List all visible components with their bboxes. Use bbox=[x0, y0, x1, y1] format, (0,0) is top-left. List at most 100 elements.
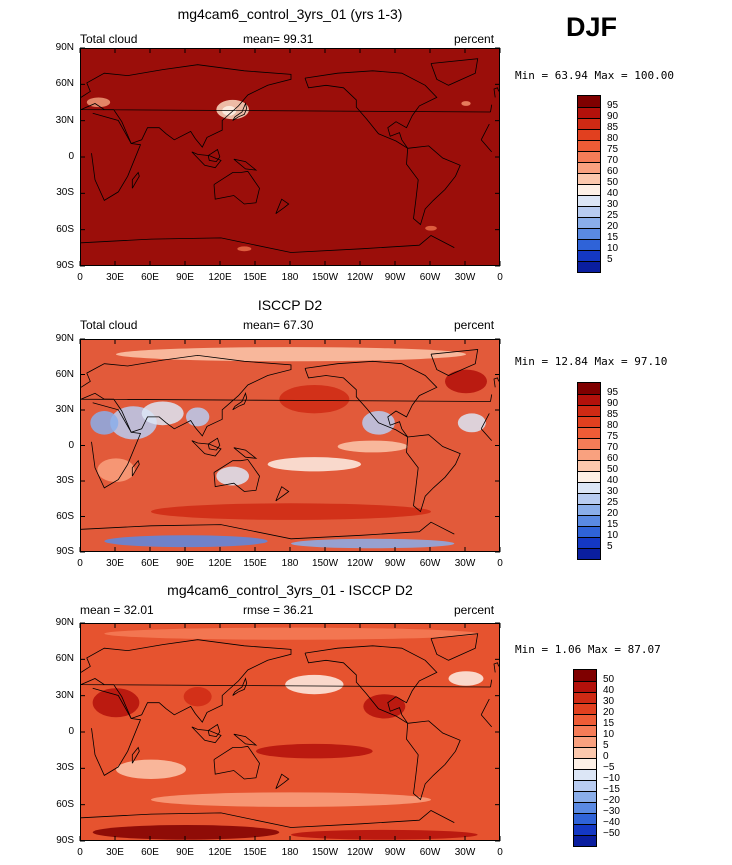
colorbar-swatch bbox=[574, 791, 596, 802]
field-contour bbox=[448, 671, 484, 686]
panel-right-label: percent bbox=[454, 318, 495, 332]
field-contour bbox=[92, 825, 280, 840]
colorbar-label: −20 bbox=[603, 795, 620, 806]
colorbar-swatch bbox=[578, 118, 600, 129]
lat-tick-label: 0 bbox=[68, 151, 74, 162]
lat-tick-label: 60S bbox=[56, 798, 74, 810]
colorbar-swatch bbox=[574, 681, 596, 692]
field-contour bbox=[92, 688, 140, 718]
lat-tick-label: 30N bbox=[55, 404, 74, 415]
panel-right-label: percent bbox=[454, 32, 495, 46]
lon-tick-label: 120W bbox=[346, 847, 374, 858]
panel-center-label: mean= 67.30 bbox=[243, 318, 314, 332]
lon-tick-label: 90W bbox=[384, 847, 406, 858]
coastline-madagascar bbox=[131, 459, 140, 477]
lon-tick-label: 150W bbox=[311, 847, 339, 858]
lon-tick-label: 0 bbox=[497, 558, 503, 569]
coastline-namerica bbox=[304, 645, 438, 724]
colorbar-swatch bbox=[574, 670, 596, 681]
colorbar-label: 0 bbox=[603, 751, 609, 762]
lon-tick-label: 0 bbox=[77, 847, 83, 858]
colorbar-swatch bbox=[578, 206, 600, 217]
lon-tick-label: 150E bbox=[243, 847, 267, 858]
colorbar-swatch bbox=[574, 758, 596, 769]
field-contour bbox=[90, 411, 119, 435]
coastline-antarctica bbox=[81, 810, 455, 828]
lat-tick-label: 0 bbox=[68, 439, 74, 451]
lat-tick-label: 60S bbox=[56, 510, 74, 522]
coastline-newguinea bbox=[233, 733, 258, 746]
lon-tick-label: 120W bbox=[346, 272, 374, 283]
field-contour bbox=[237, 246, 252, 252]
field-contour bbox=[457, 413, 486, 433]
colorbar-label: 85 bbox=[607, 122, 619, 133]
colorbar-swatch bbox=[578, 151, 600, 162]
field-contour bbox=[425, 225, 437, 231]
lat-tick-label: 60N bbox=[55, 653, 74, 665]
field-contour bbox=[104, 535, 268, 548]
coastline-uk bbox=[493, 87, 499, 98]
colorbar-label: 80 bbox=[607, 420, 619, 431]
lon-tick-label: 150W bbox=[311, 558, 339, 569]
colorbar-swatch bbox=[578, 184, 600, 195]
colorbar-label: 40 bbox=[607, 475, 619, 486]
coastline-indonesia bbox=[191, 726, 222, 744]
colorbar-label: −30 bbox=[603, 806, 620, 817]
lat-tick-label: 90N bbox=[55, 333, 74, 344]
panel-title: mg4cam6_control_3yrs_01 - ISCCP D2 bbox=[167, 582, 413, 598]
colorbar-label: 5 bbox=[607, 254, 613, 265]
panel-title: mg4cam6_control_3yrs_01 (yrs 1-3) bbox=[177, 6, 403, 22]
colorbar-swatch bbox=[574, 725, 596, 736]
colorbar-label: 75 bbox=[607, 144, 619, 155]
colorbar-label: 50 bbox=[603, 674, 615, 685]
field-contour bbox=[337, 440, 408, 453]
colorbar-swatch bbox=[578, 438, 600, 449]
lon-tick-label: 150W bbox=[311, 272, 339, 283]
coastline-borneo bbox=[207, 148, 221, 163]
colorbar-label: −15 bbox=[603, 784, 620, 795]
colorbar-swatch bbox=[578, 449, 600, 460]
colorbar-label: 40 bbox=[603, 685, 615, 696]
coastline-japan bbox=[232, 102, 248, 121]
coastline-borneo bbox=[207, 723, 221, 738]
coastline-greenland bbox=[430, 349, 479, 376]
coastline-nz bbox=[275, 773, 290, 790]
map-canvas bbox=[81, 627, 499, 840]
map-panel bbox=[80, 48, 500, 266]
coastline-samerica bbox=[406, 720, 461, 801]
lon-tick-label: 0 bbox=[497, 272, 503, 283]
colorbar-label: 85 bbox=[607, 409, 619, 420]
coastline-eurasia bbox=[81, 639, 493, 723]
colorbar-swatch bbox=[578, 482, 600, 493]
lon-tick-label: 120E bbox=[208, 272, 232, 283]
coastline-africa bbox=[91, 687, 493, 776]
colorbar-swatch bbox=[578, 460, 600, 471]
lon-tick-label: 120W bbox=[346, 558, 374, 569]
lat-tick-label: 60N bbox=[55, 368, 74, 380]
colorbar-label: 90 bbox=[607, 398, 619, 409]
coastline-indonesia bbox=[191, 151, 222, 169]
lon-tick-label: 30W bbox=[454, 847, 476, 858]
colorbar-label: 10 bbox=[607, 243, 619, 254]
colorbar-swatch bbox=[578, 250, 600, 261]
lat-tick-label: 90S bbox=[56, 546, 74, 557]
colorbar-swatch bbox=[574, 824, 596, 835]
field-contour bbox=[285, 674, 344, 695]
map-canvas bbox=[81, 58, 499, 253]
field-contour bbox=[116, 759, 186, 780]
panel-center-label: mean= 99.31 bbox=[243, 32, 314, 46]
lat-tick-label: 30S bbox=[56, 762, 74, 774]
colorbar-swatch bbox=[578, 504, 600, 515]
map-canvas bbox=[81, 347, 499, 549]
lat-tick-label: 90N bbox=[55, 42, 74, 53]
lat-tick-label: 30S bbox=[56, 475, 74, 486]
field-contour bbox=[151, 503, 431, 520]
lon-tick-label: 60W bbox=[419, 847, 441, 858]
colorbar-label: 70 bbox=[607, 155, 619, 166]
coastline-antarctica bbox=[81, 235, 455, 253]
coastline-antarctica bbox=[81, 521, 455, 540]
lon-tick-label: 120E bbox=[208, 558, 232, 569]
colorbar-swatch bbox=[574, 736, 596, 747]
colorbar-label: 60 bbox=[607, 453, 619, 464]
panel-title: ISCCP D2 bbox=[257, 297, 323, 313]
